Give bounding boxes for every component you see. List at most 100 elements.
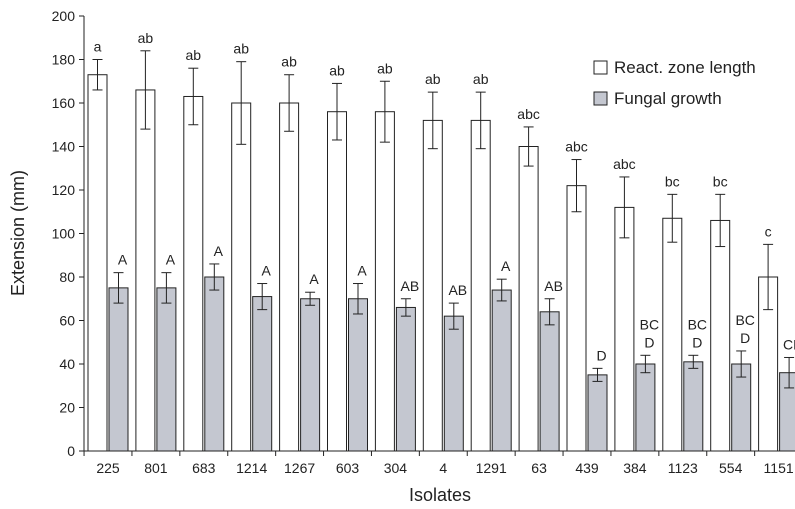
bar-fungal-growth — [443, 315, 464, 452]
bar-react-zone-length — [374, 111, 395, 452]
significance-label-react-zone: ab — [329, 62, 345, 78]
significance-label-react-zone: abc — [565, 139, 588, 155]
bar-fungal-growth — [348, 298, 368, 452]
y-tick-label: 80 — [59, 269, 75, 285]
error-bar-react-zone-length — [188, 67, 199, 126]
significance-label-react-zone: bc — [713, 173, 728, 189]
y-tick-label: 200 — [52, 8, 76, 24]
x-tick-label: 225 — [96, 460, 120, 476]
error-bar-fungal-growth — [592, 367, 603, 382]
bar-react-zone-length — [422, 119, 443, 452]
x-tick-label: 63 — [531, 460, 547, 476]
x-tick-label: 1214 — [236, 460, 267, 476]
x-tick-label: 304 — [384, 460, 408, 476]
y-axis-title: Extension (mm) — [8, 170, 28, 296]
legend-swatch — [593, 60, 608, 75]
bar-react-zone-length — [710, 219, 731, 452]
bar-fungal-growth — [683, 361, 704, 452]
error-bar-fungal-growth — [209, 263, 220, 291]
significance-label-fungal-growth: BC — [640, 316, 659, 332]
error-bar-fungal-growth — [688, 354, 699, 369]
bar-fungal-growth — [491, 289, 512, 452]
bar-react-zone-length — [662, 217, 683, 452]
significance-label-react-zone: abc — [613, 156, 636, 172]
bar-fungal-growth — [635, 363, 656, 452]
x-tick-label: 1151 — [764, 460, 794, 476]
error-bar-react-zone-length — [763, 243, 774, 311]
y-tick-label: 20 — [59, 400, 75, 416]
bars — [87, 74, 795, 452]
bar-react-zone-length — [279, 102, 300, 452]
significance-label-fungal-growth: A — [262, 263, 272, 279]
significance-label-fungal-growth: D — [644, 334, 654, 350]
error-bar-fungal-growth — [640, 354, 651, 374]
error-bar-react-zone-length — [475, 91, 486, 150]
legend-swatch — [593, 91, 608, 106]
significance-label-fungal-growth: A — [214, 243, 224, 259]
x-tick-label: 1123 — [668, 460, 698, 476]
error-bar-fungal-growth — [448, 302, 459, 330]
bar-fungal-growth — [252, 296, 273, 452]
x-axis-title: Isolates — [409, 485, 471, 505]
error-bar-fungal-growth — [353, 283, 363, 315]
bar-fungal-growth — [395, 306, 416, 452]
bar-react-zone-length — [614, 206, 635, 452]
y-tick-label: 0 — [67, 443, 75, 459]
significance-label-react-zone: bc — [665, 173, 680, 189]
bar-react-zone-length — [470, 119, 491, 452]
error-bars — [92, 50, 795, 389]
bar-react-zone-length — [327, 111, 347, 452]
error-bar-react-zone-length — [236, 61, 247, 145]
bar-fungal-growth — [108, 287, 129, 452]
legend-label: Fungal growth — [614, 89, 722, 108]
bar-fungal-growth — [204, 276, 225, 452]
significance-label-fungal-growth: CD — [783, 336, 795, 352]
y-tick-label: 180 — [52, 52, 76, 68]
legend: React. zone length Fungal growth — [593, 58, 756, 108]
error-bar-fungal-growth — [113, 272, 124, 304]
significance-label-react-zone: c — [765, 223, 772, 239]
x-tick-label: 683 — [192, 460, 216, 476]
significance-label-react-zone: ab — [233, 41, 249, 57]
error-bar-react-zone-length — [140, 50, 151, 130]
y-tick-label: 160 — [52, 95, 76, 111]
error-bar-fungal-growth — [496, 278, 507, 302]
bar-react-zone-length — [135, 89, 156, 452]
bar-fungal-growth — [587, 374, 608, 452]
bar-react-zone-length — [231, 102, 252, 452]
error-bar-react-zone-length — [332, 82, 342, 141]
x-tick-label: 1291 — [476, 460, 507, 476]
significance-label-fungal-growth: BC — [735, 312, 754, 328]
y-tick-label: 140 — [52, 139, 76, 155]
significance-label-fungal-growth: A — [357, 263, 367, 279]
x-tick-label: 384 — [623, 460, 647, 476]
error-bar-react-zone-length — [619, 176, 630, 239]
significance-label-fungal-growth: A — [501, 258, 511, 274]
error-bar-fungal-growth — [544, 298, 555, 326]
error-bar-fungal-growth — [784, 356, 795, 389]
error-bar-fungal-growth — [257, 283, 268, 311]
error-bar-react-zone-length — [379, 80, 390, 143]
significance-label-fungal-growth: A — [166, 252, 176, 268]
significance-label-react-zone: ab — [186, 47, 202, 63]
x-tick-label: 801 — [144, 460, 168, 476]
bar-react-zone-length — [566, 185, 587, 452]
significance-label-react-zone: ab — [425, 71, 441, 87]
bar-fungal-growth — [156, 287, 177, 452]
error-bar-fungal-growth — [305, 291, 316, 306]
error-bar-react-zone-length — [667, 193, 678, 243]
significance-label-fungal-growth: AB — [401, 278, 420, 294]
significance-label-fungal-growth: A — [309, 271, 319, 287]
error-bar-react-zone-length — [715, 193, 726, 248]
bar-react-zone-length — [87, 74, 108, 452]
x-tick-label: 1267 — [284, 460, 315, 476]
bar-react-zone-length — [183, 95, 204, 452]
significance-label-react-zone: ab — [377, 60, 393, 76]
bar-react-zone-length — [518, 146, 539, 452]
error-bar-fungal-growth — [161, 272, 172, 304]
significance-label-fungal-growth: D — [596, 347, 606, 363]
significance-label-fungal-growth: BC — [688, 316, 707, 332]
x-tick-label: 554 — [719, 460, 743, 476]
